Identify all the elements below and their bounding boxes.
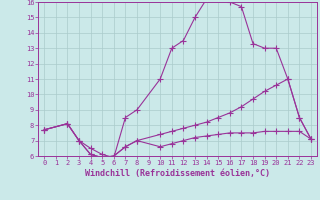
X-axis label: Windchill (Refroidissement éolien,°C): Windchill (Refroidissement éolien,°C): [85, 169, 270, 178]
